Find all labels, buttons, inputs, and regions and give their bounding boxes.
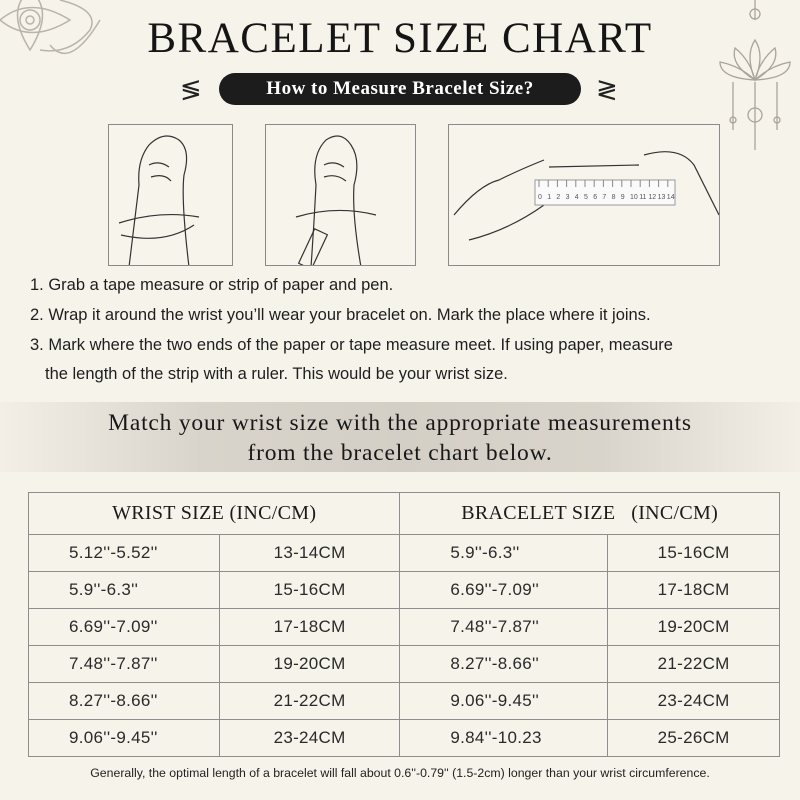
illustration-ruler-measure: 0 1 2 3 4 5 6 7 8 9 10 11 12 13 14 — [448, 124, 720, 266]
cell-bracelet-inch: 9.06''-9.45'' — [399, 682, 609, 720]
lotus-ornament-icon — [719, 0, 791, 150]
ruler-number: 11 — [639, 194, 646, 201]
table-row: 5.12''-5.52'' 13-14CM 5.9''-6.3'' 15-16CM — [28, 534, 780, 572]
ruler-number: 1 — [547, 194, 551, 201]
banner-line-1: Match your wrist size with the appropria… — [108, 410, 692, 436]
cell-bracelet-cm: 23-24CM — [607, 682, 780, 720]
table-header-row: WRIST SIZE (INC/CM) BRACELET SIZE (INC/C… — [27, 492, 780, 535]
cell-bracelet-cm: 25-26CM — [607, 719, 780, 757]
cell-bracelet-inch: 8.27''-8.66'' — [399, 645, 609, 683]
table-row: 5.9''-6.3'' 15-16CM 6.69''-7.09'' 17-18CM — [28, 571, 780, 609]
table-row: 8.27''-8.66'' 21-22CM 9.06''-9.45'' 23-24CM — [28, 682, 780, 720]
instruction-step-2: 2. Wrap it around the wrist you’ll wear … — [30, 306, 651, 324]
ruler-number: 9 — [621, 194, 625, 201]
ruler-number: 0 — [538, 194, 542, 201]
cell-wrist-inch: 5.12''-5.52'' — [28, 534, 220, 572]
header-wrist-size: WRIST SIZE (INC/CM) — [27, 492, 401, 535]
cell-wrist-cm: 17-18CM — [218, 608, 401, 646]
table-row: 7.48''-7.87'' 19-20CM 8.27''-8.66'' 21-22CM — [28, 645, 780, 683]
ruler-number: 2 — [556, 194, 560, 201]
cell-bracelet-cm: 21-22CM — [607, 645, 780, 683]
cell-wrist-cm: 19-20CM — [218, 645, 401, 683]
ruler-number: 3 — [566, 194, 570, 201]
table-row: 9.06''-9.45'' 23-24CM 9.84''-10.23 25-26CM — [28, 719, 780, 757]
ruler-number: 5 — [584, 194, 588, 201]
ruler-number: 6 — [593, 194, 597, 201]
match-banner — [0, 402, 800, 472]
ruler-number: 7 — [602, 194, 606, 201]
cell-bracelet-inch: 5.9''-6.3'' — [399, 534, 609, 572]
cell-wrist-inch: 5.9''-6.3'' — [28, 571, 220, 609]
cell-bracelet-inch: 6.69''-7.09'' — [399, 571, 609, 609]
mandala-ornament-icon — [0, 0, 101, 55]
ruler-number: 4 — [575, 194, 579, 201]
cell-bracelet-cm: 19-20CM — [607, 608, 780, 646]
illustration-wrist-tape — [108, 124, 233, 266]
instruction-step-3: 3. Mark where the two ends of the paper … — [30, 336, 673, 354]
cell-bracelet-inch: 7.48''-7.87'' — [399, 608, 609, 646]
cell-wrist-inch: 9.06''-9.45'' — [28, 719, 220, 757]
cell-wrist-cm: 13-14CM — [218, 534, 401, 572]
swirl-ornament-left-icon: ≶ — [180, 74, 202, 104]
cell-bracelet-inch: 9.84''-10.23 — [399, 719, 609, 757]
banner-line-2: from the bracelet chart below. — [247, 440, 553, 466]
cell-wrist-inch: 6.69''-7.09'' — [28, 608, 220, 646]
subtitle-pill: How to Measure Bracelet Size? — [219, 73, 581, 105]
instruction-step-1: 1. Grab a tape measure or strip of paper… — [30, 276, 394, 294]
header-bracelet-size: BRACELET SIZE (INC/CM) — [399, 492, 780, 535]
cell-wrist-inch: 7.48''-7.87'' — [28, 645, 220, 683]
footnote: Generally, the optimal length of a brace… — [90, 766, 710, 780]
cell-wrist-cm: 21-22CM — [218, 682, 401, 720]
ruler-number: 14 — [667, 194, 675, 201]
table-row: 6.69''-7.09'' 17-18CM 7.48''-7.87'' 19-20CM — [28, 608, 780, 646]
swirl-ornament-right-icon: ≷ — [596, 74, 618, 104]
ruler-number: 10 — [630, 194, 638, 201]
instruction-step-3-cont: the length of the strip with a ruler. Th… — [45, 365, 508, 383]
ruler-number: 8 — [612, 194, 616, 201]
ruler-number: 12 — [648, 194, 656, 201]
cell-wrist-inch: 8.27''-8.66'' — [28, 682, 220, 720]
cell-bracelet-cm: 15-16CM — [607, 534, 780, 572]
illustration-wrist-mark — [265, 124, 416, 266]
ruler-number: 13 — [658, 194, 666, 201]
size-chart-table: WRIST SIZE (INC/CM) BRACELET SIZE (INC/C… — [27, 492, 780, 757]
cell-bracelet-cm: 17-18CM — [607, 571, 780, 609]
cell-wrist-cm: 23-24CM — [218, 719, 401, 757]
cell-wrist-cm: 15-16CM — [218, 571, 401, 609]
page-title: BRACELET SIZE CHART — [147, 15, 653, 62]
